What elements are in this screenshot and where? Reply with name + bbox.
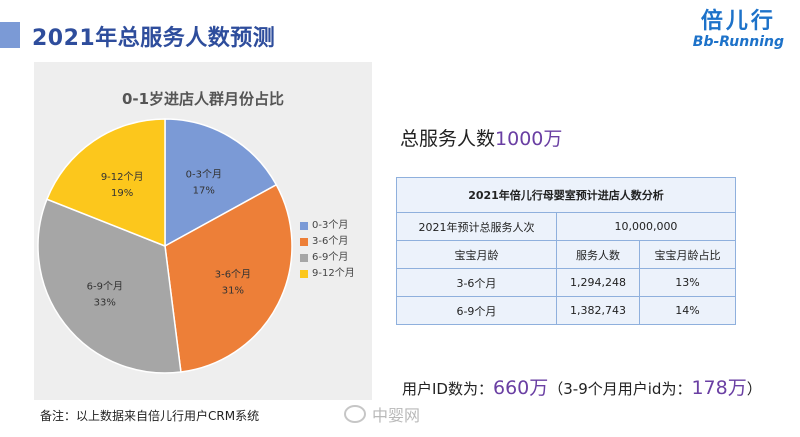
chart-legend: 0-3个月 3-6个月 6-9个月 9-12个月	[300, 218, 355, 282]
row-count: 1,382,743	[555, 296, 641, 325]
legend-swatch	[300, 222, 308, 230]
pie-slice	[164, 183, 293, 373]
title-accent-bar	[0, 22, 20, 48]
user-id-line: 用户ID数为：660万（3-9个月用户id为：178万）	[402, 373, 762, 400]
slice-category-label: 6-9个月	[87, 281, 123, 293]
logo-chinese: 倍儿行	[700, 9, 776, 34]
summary-value: 1000万	[495, 128, 563, 150]
pie-chart-panel: 0-1岁进店人群月份占比 0-3个月 17% 3-6个月 31% 6-9个月 33% 9-12…	[34, 62, 372, 400]
watermark: 中婴网	[344, 402, 420, 426]
slice-value-label: 19%	[111, 188, 133, 199]
table-row: 3-6个月 1,294,248 13%	[396, 268, 736, 297]
brand-logo: 倍儿行 Bb-Running	[692, 9, 784, 51]
user-id-paren-label: （3-9个月用户id为：	[548, 380, 692, 398]
table-row: 6-9个月 1,382,743 14%	[396, 296, 736, 325]
row-ratio: 13%	[639, 268, 736, 297]
watermark-text: 中婴网	[372, 406, 421, 425]
total-service-summary: 总服务人数1000万	[400, 124, 562, 151]
user-id-paren-close: ）	[746, 380, 762, 398]
legend-label: 3-6个月	[312, 236, 349, 247]
pie-slice	[37, 198, 182, 374]
legend-label: 6-9个月	[312, 252, 349, 263]
footnote: 备注：以上数据来自倍儿行用户CRM系统	[40, 409, 260, 423]
analysis-table: 2021年倍儿行母婴室预计进店人数分析 2021年预计总服务人次 10,000,…	[396, 177, 737, 325]
pie-chart: 0-1岁进店人群月份占比 0-3个月 17% 3-6个月 31% 6-9个月 33% 9-12…	[37, 90, 293, 374]
chart-title: 0-1岁进店人群月份占比	[122, 90, 284, 108]
legend-item: 6-9个月	[300, 250, 355, 266]
row-age: 3-6个月	[396, 268, 557, 297]
legend-item: 9-12个月	[300, 266, 355, 282]
slice-value-label: 17%	[193, 185, 215, 196]
header-count: 服务人数	[555, 240, 641, 269]
slice-value-label: 31%	[222, 286, 244, 297]
legend-item: 3-6个月	[300, 234, 355, 250]
weibo-icon	[344, 405, 366, 423]
slice-category-label: 3-6个月	[215, 269, 251, 281]
page-title: 2021年总服务人数预测	[32, 26, 276, 51]
legend-swatch	[300, 270, 308, 278]
total-label-cell: 2021年预计总服务人次	[396, 212, 557, 241]
row-ratio: 14%	[639, 296, 736, 325]
user-id-paren-value: 178万	[691, 377, 747, 399]
legend-label: 0-3个月	[312, 220, 349, 231]
slice-category-label: 0-3个月	[186, 168, 222, 180]
legend-swatch	[300, 254, 308, 262]
user-id-value: 660万	[492, 377, 549, 399]
pie-slice	[45, 118, 166, 248]
header-ratio: 宝宝月龄占比	[639, 240, 736, 269]
table-title: 2021年倍儿行母婴室预计进店人数分析	[396, 177, 736, 213]
total-value-cell: 10,000,000	[555, 212, 737, 241]
row-count: 1,294,248	[555, 268, 641, 297]
slice-category-label: 9-12个月	[101, 171, 144, 183]
legend-label: 9-12个月	[312, 268, 355, 279]
summary-label: 总服务人数	[400, 128, 496, 150]
pie-slice	[164, 118, 278, 248]
logo-english: Bb-Running	[692, 34, 784, 50]
slice-value-label: 33%	[94, 298, 116, 309]
user-id-label: 用户ID数为：	[402, 380, 493, 398]
header-age: 宝宝月龄	[396, 240, 557, 269]
legend-item: 0-3个月	[300, 218, 355, 234]
legend-swatch	[300, 238, 308, 246]
row-age: 6-9个月	[396, 296, 557, 325]
